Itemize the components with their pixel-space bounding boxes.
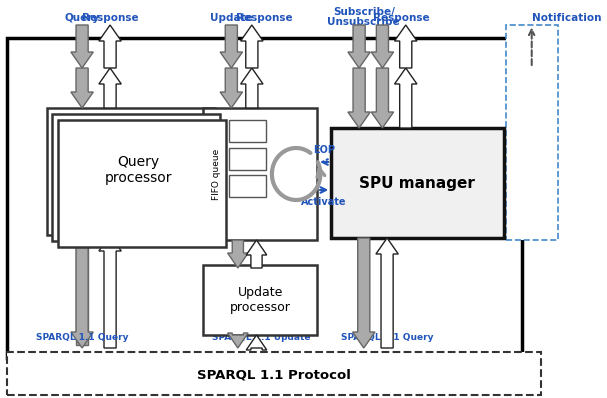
Polygon shape [246, 240, 266, 268]
Polygon shape [99, 235, 121, 348]
Bar [47, 108, 214, 235]
Polygon shape [348, 25, 370, 68]
Text: Query
processor: Query processor [104, 155, 172, 185]
Polygon shape [240, 25, 263, 68]
Text: Update
processor: Update processor [230, 286, 291, 314]
Polygon shape [76, 235, 88, 345]
Polygon shape [395, 68, 417, 128]
Polygon shape [371, 25, 393, 68]
Bar [506, 25, 558, 240]
Text: Query: Query [64, 13, 100, 23]
Polygon shape [71, 25, 93, 68]
Polygon shape [353, 238, 375, 348]
Text: SPARQL 1.1 Query: SPARQL 1.1 Query [341, 334, 433, 343]
Polygon shape [220, 25, 243, 68]
Text: Response: Response [373, 13, 429, 23]
Polygon shape [348, 68, 370, 128]
Polygon shape [220, 68, 243, 108]
Polygon shape [371, 68, 393, 128]
Bar [203, 265, 317, 335]
Text: EOP: EOP [313, 145, 334, 155]
Text: Activate: Activate [301, 197, 347, 207]
Polygon shape [228, 333, 248, 348]
Polygon shape [376, 238, 398, 348]
Bar [203, 108, 317, 240]
Bar [7, 38, 523, 358]
Bar [228, 175, 266, 197]
Polygon shape [99, 25, 121, 68]
Text: SPARQL 1.1 Protocol: SPARQL 1.1 Protocol [197, 369, 351, 382]
Text: SPARQL 1.1 Update: SPARQL 1.1 Update [212, 334, 310, 343]
Bar [7, 352, 541, 395]
Text: SPARQL 1.1 Query: SPARQL 1.1 Query [36, 334, 128, 343]
Text: SPU manager: SPU manager [359, 176, 475, 191]
Text: Notification: Notification [532, 13, 601, 23]
Polygon shape [240, 68, 263, 108]
Polygon shape [246, 335, 266, 350]
Text: Unsubscribe: Unsubscribe [327, 17, 400, 27]
Text: Response: Response [82, 13, 138, 23]
Polygon shape [71, 235, 93, 348]
Bar [331, 128, 504, 238]
Text: Response: Response [236, 13, 293, 23]
Polygon shape [99, 68, 121, 108]
Text: Subscribe/: Subscribe/ [333, 7, 395, 17]
Polygon shape [71, 68, 93, 108]
Polygon shape [228, 240, 248, 268]
Bar [228, 148, 266, 170]
Text: Update: Update [210, 13, 253, 23]
Polygon shape [395, 25, 417, 68]
Text: FIFO queue: FIFO queue [212, 148, 221, 200]
Bar [58, 120, 226, 247]
Bar [52, 114, 220, 241]
Bar [228, 120, 266, 142]
